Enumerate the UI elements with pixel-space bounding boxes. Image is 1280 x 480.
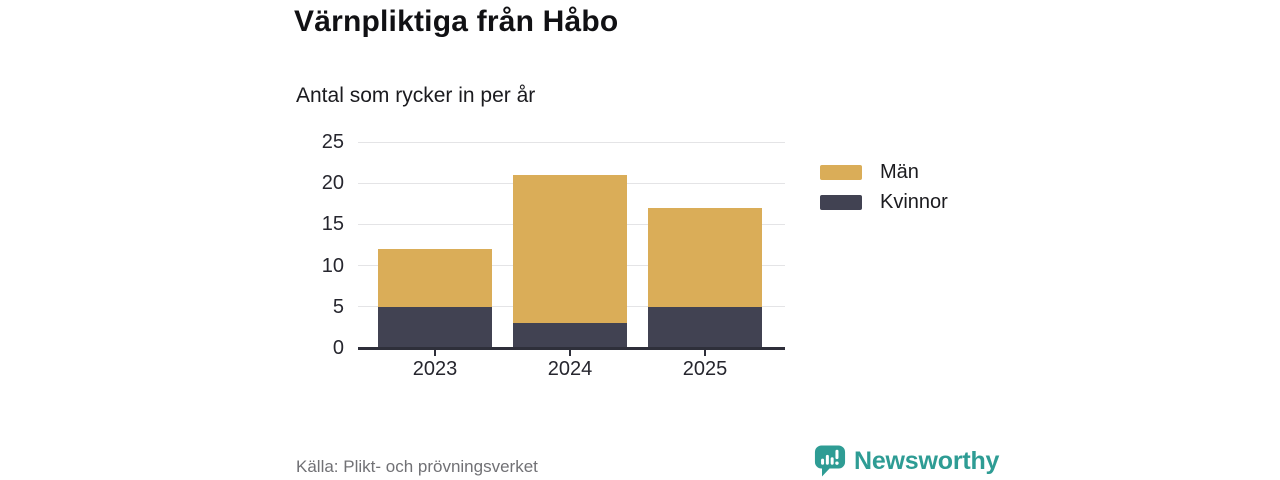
legend-item-män: Män	[820, 161, 948, 183]
x-axis-tick	[704, 348, 706, 356]
x-axis-tick-label: 2025	[682, 358, 728, 380]
source-caption: Källa: Plikt- och prövningsverket	[296, 457, 538, 476]
bar-segment-män	[513, 174, 627, 324]
bar-segment-män	[648, 207, 762, 307]
legend-label: Män	[880, 161, 919, 183]
bar-segment-kvinnor	[378, 306, 492, 348]
chart-title: Värnpliktiga från Håbo	[294, 5, 619, 38]
y-axis-tick-label: 5	[332, 295, 344, 318]
legend-label: Kvinnor	[880, 191, 948, 213]
x-axis-tick	[569, 348, 571, 356]
y-axis-tick-label: 10	[321, 254, 344, 277]
x-axis-tick	[434, 348, 436, 356]
newsworthy-wordmark: Newsworthy	[854, 446, 1000, 475]
gridline	[358, 141, 785, 143]
legend: Män Kvinnor	[820, 161, 948, 221]
x-axis-line	[358, 347, 785, 350]
legend-item-kvinnor: Kvinnor	[820, 191, 948, 213]
bar-segment-män	[378, 249, 492, 307]
y-axis-tick-label: 15	[321, 213, 344, 236]
chart-subtitle: Antal som rycker in per år	[296, 84, 536, 107]
y-axis-tick-label: 25	[321, 131, 344, 153]
plot-area: 0 5 10 15 20 25 2023 2024 2025	[322, 131, 785, 380]
bar-segment-kvinnor	[648, 306, 762, 348]
x-axis-tick-label: 2024	[547, 358, 593, 380]
legend-swatch	[820, 194, 862, 210]
legend-swatch	[820, 164, 862, 180]
newsworthy-logo: Newsworthy	[814, 444, 999, 478]
y-axis-tick-label: 20	[321, 172, 344, 195]
y-axis-tick-label: 0	[332, 337, 344, 359]
newsworthy-bubble-chart-icon	[814, 445, 846, 477]
bar-segment-kvinnor	[513, 323, 627, 348]
x-axis-tick-label: 2023	[412, 358, 458, 380]
